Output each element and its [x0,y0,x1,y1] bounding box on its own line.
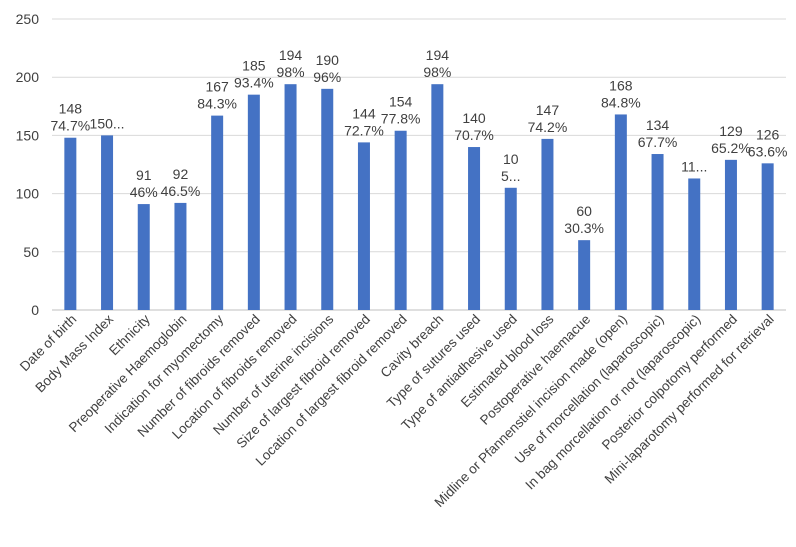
bar [101,135,114,310]
data-label: 129 [719,123,743,139]
data-label: 93.4% [234,75,274,91]
y-tick-label: 100 [16,186,40,202]
data-label: 67.7% [638,134,678,150]
bar [284,84,297,311]
data-label: 77.8% [381,111,421,127]
bar [761,163,774,310]
data-label: 30.3% [564,220,604,236]
bar [614,114,627,310]
x-tick-label: Posterior colpotomy performed [599,312,740,453]
data-label: 60 [576,203,592,219]
data-label: 91 [136,167,152,183]
data-label: 144 [352,105,376,121]
data-label: 92 [173,166,189,182]
bar [651,154,664,310]
data-label: 74.2% [528,119,568,135]
y-tick-label: 0 [31,302,39,318]
y-tick-label: 250 [16,11,40,27]
data-label: 194 [279,47,303,63]
data-label: 84.3% [197,96,237,112]
data-label: 154 [389,94,413,110]
data-label: 126 [756,126,780,142]
y-tick-label: 200 [16,69,40,85]
bar [394,130,407,310]
bar [504,187,517,310]
bar [541,138,554,310]
gridlines [52,18,786,311]
data-label: 72.7% [344,122,384,138]
bar [174,202,187,310]
bar [468,147,481,310]
data-label: 148 [59,101,83,117]
data-label: 96% [313,69,341,85]
data-label: 190 [316,52,340,68]
data-label: 98% [277,64,305,80]
y-tick-label: 150 [16,127,40,143]
data-label: 70.7% [454,127,494,143]
bar [357,142,370,310]
data-label: 65.2% [711,140,751,156]
data-label: 5... [501,168,520,184]
data-label: 98% [423,64,451,80]
bar [137,204,150,310]
bar [64,137,77,310]
bar [321,88,334,310]
x-tick-label: Size of largest fibroid removed [234,312,374,452]
y-tick-label: 50 [23,244,39,260]
y-axis-tick-labels: 0 50 100 150 200 250 [16,11,40,318]
bars [64,84,774,311]
data-label: 185 [242,58,266,74]
x-tick-label: Mini-laparotomy performed for retrieval [602,312,777,487]
bar [688,178,701,310]
data-label: 147 [536,102,560,118]
data-label: 134 [646,117,670,133]
data-label: 194 [426,47,450,63]
bar [247,94,260,310]
data-label: 63.6% [748,143,788,159]
data-label: 168 [609,77,633,93]
data-label: 46.5% [161,183,201,199]
data-label: 84.8% [601,94,641,110]
data-label: 140 [462,110,486,126]
bar [578,240,591,310]
data-label: 11... [681,158,707,174]
data-label: 46% [130,184,158,200]
bar [211,115,224,310]
data-label: 10 [503,151,519,167]
data-label: 167 [205,79,229,95]
bar [724,159,737,310]
data-label: 150... [90,115,125,131]
bar [431,84,444,311]
data-label: 74.7% [50,118,90,134]
